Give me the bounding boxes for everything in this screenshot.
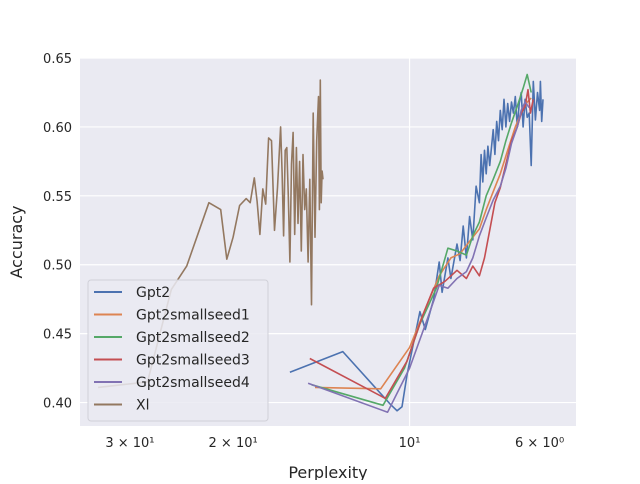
y-tick-label-4: 0.60	[43, 121, 72, 136]
y-tick-label-1: 0.45	[43, 328, 72, 343]
legend-box	[87, 279, 269, 422]
y-tick-label-3: 0.55	[43, 190, 72, 205]
series-group	[98, 73, 544, 414]
legend-label-5: Xl	[136, 398, 149, 414]
x-tick-label-3: 6 × 10⁰	[515, 436, 564, 451]
x-tick-labels: 3 × 10¹ 2 × 10¹ 10¹ 6 × 10⁰	[105, 436, 564, 451]
legend-label-2: Gpt2smallseed2	[136, 330, 250, 346]
y-tick-labels: 0.40 0.45 0.50 0.55 0.60 0.65	[43, 52, 72, 412]
legend-label-0: Gpt2	[136, 285, 170, 301]
legend-label-1: Gpt2smallseed1	[136, 308, 250, 324]
legend-label-3: Gpt2smallseed3	[136, 353, 250, 369]
y-tick-label-2: 0.50	[43, 259, 72, 274]
series-line-0	[289, 80, 544, 412]
y-axis-label: Accuracy	[7, 205, 26, 278]
series-line-5	[98, 79, 324, 389]
series-line-4	[307, 101, 530, 414]
y-tick-label-5: 0.65	[43, 52, 72, 67]
x-tick-label-2: 10¹	[399, 436, 421, 451]
y-tick-label-0: 0.40	[43, 397, 72, 412]
legend: Gpt2 Gpt2smallseed1 Gpt2smallseed2 Gpt2smal…	[87, 279, 269, 422]
x-axis-label: Perplexity	[288, 463, 367, 480]
x-tick-label-1: 2 × 10¹	[209, 436, 258, 451]
series-line-3	[309, 88, 535, 400]
legend-label-4: Gpt2smallseed4	[136, 375, 250, 391]
x-tick-label-0: 3 × 10¹	[105, 436, 154, 451]
